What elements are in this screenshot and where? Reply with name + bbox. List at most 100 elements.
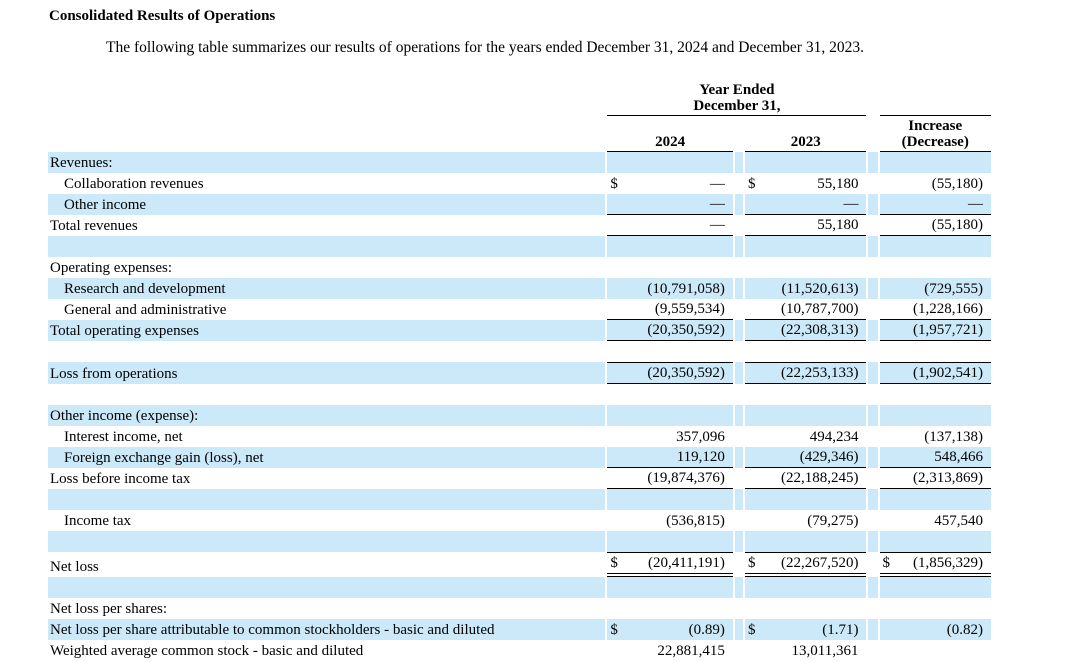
numeric-value: (55,180) bbox=[931, 176, 983, 192]
blank-row bbox=[48, 236, 991, 257]
value-cell-2023: (22,253,133) bbox=[744, 362, 867, 384]
currency-symbol: $ bbox=[882, 555, 891, 571]
value-cell-increase_decrease bbox=[879, 236, 991, 257]
value-cell-2023 bbox=[745, 384, 867, 405]
value-cell-increase_decrease bbox=[879, 405, 991, 426]
value-cell-increase_decrease bbox=[879, 489, 991, 510]
column-spacer bbox=[734, 236, 743, 257]
value-cell-increase_decrease bbox=[880, 384, 992, 405]
value-cell-2024 bbox=[607, 341, 733, 362]
numeric-value: 13,011,361 bbox=[791, 643, 859, 659]
column-spacer bbox=[734, 320, 743, 341]
numeric-value: (20,350,592) bbox=[647, 365, 725, 381]
column-spacer bbox=[735, 257, 743, 278]
value-cell-2024: (19,874,376) bbox=[607, 468, 733, 489]
value-cell-2023: (429,346) bbox=[744, 447, 867, 468]
header-spacer bbox=[48, 81, 605, 116]
value-cell-increase_decrease: (55,180) bbox=[879, 215, 991, 236]
value-cell-2023: 55,180 bbox=[744, 215, 867, 236]
column-spacer bbox=[735, 215, 743, 236]
value-cell-2024 bbox=[607, 489, 733, 510]
value-cell-increase_decrease: — bbox=[879, 194, 991, 215]
numeric-value: — bbox=[968, 196, 983, 212]
blank-row bbox=[48, 384, 991, 405]
value-cell-increase_decrease: 457,540 bbox=[880, 510, 992, 531]
row-label: Income tax bbox=[64, 513, 132, 529]
column-spacer bbox=[734, 152, 743, 173]
column-spacer bbox=[734, 577, 743, 598]
table-row: Loss from operations (20,350,592) (22,253,… bbox=[48, 362, 991, 384]
value-cell-2023: 13,011,361 bbox=[745, 640, 867, 661]
column-spacer bbox=[868, 152, 878, 173]
value-cell-increase_decrease: (0.82) bbox=[879, 619, 991, 640]
numeric-value: (0.89) bbox=[688, 622, 725, 638]
value-cell-2024: — bbox=[607, 215, 733, 236]
value-cell-2023 bbox=[744, 489, 867, 510]
numeric-value: 55,180 bbox=[817, 176, 859, 192]
year-ended-line2: December 31, bbox=[693, 98, 781, 114]
column-spacer bbox=[868, 341, 877, 362]
value-cell-2023 bbox=[744, 577, 867, 598]
column-spacer bbox=[734, 278, 743, 299]
row-label bbox=[48, 577, 606, 598]
numeric-value: (79,275) bbox=[807, 513, 859, 529]
numeric-value: 457,540 bbox=[934, 513, 983, 529]
value-cell-increase_decrease bbox=[879, 152, 991, 173]
column-spacer bbox=[868, 510, 877, 531]
value-cell-2023: (79,275) bbox=[745, 510, 867, 531]
numeric-value: (22,188,245) bbox=[780, 470, 859, 486]
value-cell-increase_decrease: $ (1,856,329) bbox=[879, 552, 991, 577]
value-cell-2024 bbox=[607, 531, 733, 552]
table-row: Other income — — — bbox=[48, 194, 991, 215]
column-spacer bbox=[868, 640, 877, 661]
table-row: Revenues: bbox=[48, 152, 991, 173]
column-spacer bbox=[735, 426, 743, 447]
value-cell-increase_decrease: (137,138) bbox=[880, 426, 992, 447]
value-cell-increase_decrease: 548,466 bbox=[879, 447, 991, 468]
table-row: Net loss per shares: bbox=[48, 598, 991, 619]
numeric-value: (10,791,058) bbox=[647, 281, 725, 297]
numeric-value: — bbox=[709, 217, 725, 233]
column-spacer bbox=[868, 257, 877, 278]
value-cell-2023: $ (1.71) bbox=[744, 619, 867, 640]
column-spacer bbox=[868, 278, 878, 299]
column-header-2024: 2024 bbox=[607, 116, 733, 152]
increase-line2: (Decrease) bbox=[901, 134, 969, 150]
row-label: Net loss per shares: bbox=[50, 601, 168, 617]
numeric-value: (20,350,592) bbox=[647, 322, 725, 338]
numeric-value: 119,120 bbox=[676, 449, 725, 465]
value-cell-2024: $ — bbox=[607, 173, 733, 194]
numeric-value: (1,957,721) bbox=[913, 322, 983, 338]
column-spacer bbox=[735, 598, 743, 619]
column-spacer bbox=[868, 173, 877, 194]
table-row: Collaboration revenues $ — $55,180 (55,180) bbox=[48, 173, 991, 194]
column-spacer bbox=[868, 215, 877, 236]
value-cell-2024: (10,791,058) bbox=[607, 278, 733, 299]
numeric-value: (55,180) bbox=[931, 217, 983, 233]
column-spacer bbox=[868, 299, 877, 320]
value-cell-increase_decrease: (729,555) bbox=[879, 278, 991, 299]
row-label: General and administrative bbox=[64, 302, 227, 318]
value-cell-2023: $55,180 bbox=[745, 173, 867, 194]
table-row: Foreign exchange gain (loss), net 119,120… bbox=[48, 447, 991, 468]
blank-row bbox=[48, 489, 991, 510]
row-label: Operating expenses: bbox=[50, 260, 173, 276]
currency-symbol: $ bbox=[747, 622, 756, 638]
column-spacer bbox=[868, 384, 877, 405]
column-spacer bbox=[868, 531, 878, 552]
value-cell-2024 bbox=[607, 257, 733, 278]
row-label: Loss before income tax bbox=[50, 471, 191, 487]
value-cell-2024: $ (20,411,191) bbox=[607, 552, 733, 577]
column-spacer bbox=[734, 194, 743, 215]
table-row: Interest income, net 357,096 494,234 (137,1… bbox=[48, 426, 991, 447]
header-spacer bbox=[735, 116, 743, 152]
blank-row bbox=[48, 341, 991, 362]
row-label: Net loss bbox=[50, 559, 99, 575]
value-cell-increase_decrease: (55,180) bbox=[880, 173, 992, 194]
column-spacer bbox=[734, 489, 743, 510]
row-label bbox=[48, 341, 605, 362]
row-label: Loss from operations bbox=[48, 362, 606, 384]
value-cell-2023: (22,308,313) bbox=[744, 320, 867, 341]
column-spacer bbox=[868, 619, 878, 640]
